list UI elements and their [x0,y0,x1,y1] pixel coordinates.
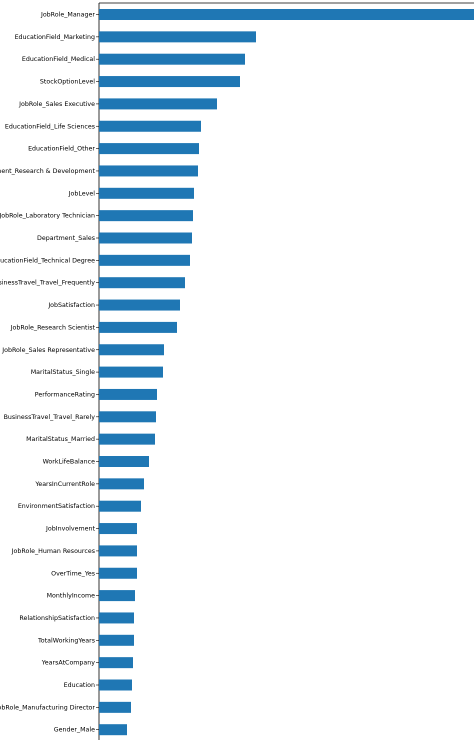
bar [99,31,256,43]
y-tick-label: EnvironmentSatisfaction [18,503,95,510]
bar [99,545,137,557]
bar [99,187,194,199]
bar [99,344,164,356]
bar [99,165,198,177]
y-tick-label: EducationField_Technical Degree [0,257,95,264]
y-tick-label: EducationField_Medical [22,56,95,63]
y-tick-label: BusinessTravel_Travel_Frequently [0,280,95,287]
y-tick-label: MaritalStatus_Single [31,369,95,376]
bar [99,634,134,646]
bar [99,724,127,736]
y-tick-label: JobInvolvement [45,526,95,533]
y-tick-label: EducationField_Marketing [15,34,95,41]
bar [99,321,177,333]
bar [99,523,137,535]
bar [99,433,155,445]
y-tick-label: JobLevel [68,190,96,197]
bar [99,388,157,400]
y-tick-label: Department_Sales [37,235,95,242]
bar [99,299,180,311]
bar [99,210,193,222]
bar [99,232,192,244]
bar [99,411,156,423]
y-tick-label: Gender_Male [54,727,95,734]
y-tick-label: JobSatisfaction [47,302,95,309]
y-tick-label: Education [64,682,95,689]
bar [99,456,149,467]
bar [99,590,135,602]
y-tick-label: YearsAtCompany [41,660,96,667]
bar [99,76,240,88]
y-tick-label: WorkLifeBalance [43,459,96,466]
bar [99,98,217,110]
y-tick-label: JobRole_Research Scientist [10,324,96,331]
bar [99,679,132,691]
y-tick-label: BusinessTravel_Travel_Rarely [4,414,96,421]
y-tick-label: MaritalStatus_Married [26,436,95,443]
bar [99,254,190,266]
bar [99,500,141,512]
bar [99,366,163,378]
y-tick-label: TotalWorkingYears [37,637,95,644]
y-tick-label: JobRole_Sales Executive [18,101,95,108]
y-tick-label: OverTime_Yes [51,570,95,577]
y-tick-label: Department_Research & Development [0,168,96,175]
y-tick-label: EducationField_Life Sciences [5,123,95,130]
y-tick-label: JobRole_Laboratory Technician [0,213,95,220]
bar [99,120,201,132]
y-tick-label: StockOptionLevel [40,79,95,86]
y-tick-label: JobRole_Sales Representative [1,347,95,354]
bar [99,657,133,669]
y-tick-label: RelationshipSatisfaction [19,615,95,622]
bar [99,277,185,289]
bar [99,9,474,20]
y-tick-label: YearsInCurrentRole [34,481,95,488]
y-tick-label: JobRole_Manufacturing Director [0,704,95,711]
bar [99,53,245,65]
y-tick-label: PerformanceRating [35,391,95,398]
y-tick-label: JobRole_Human Resources [11,548,95,555]
y-tick-label: JobRole_Manager [40,12,95,19]
bar [99,701,131,713]
y-tick-label: EducationField_Other [28,146,95,153]
bar [99,478,144,490]
bar [99,143,199,155]
bar [99,567,137,579]
bar [99,612,134,624]
y-tick-label: MonthlyIncome [47,593,96,600]
